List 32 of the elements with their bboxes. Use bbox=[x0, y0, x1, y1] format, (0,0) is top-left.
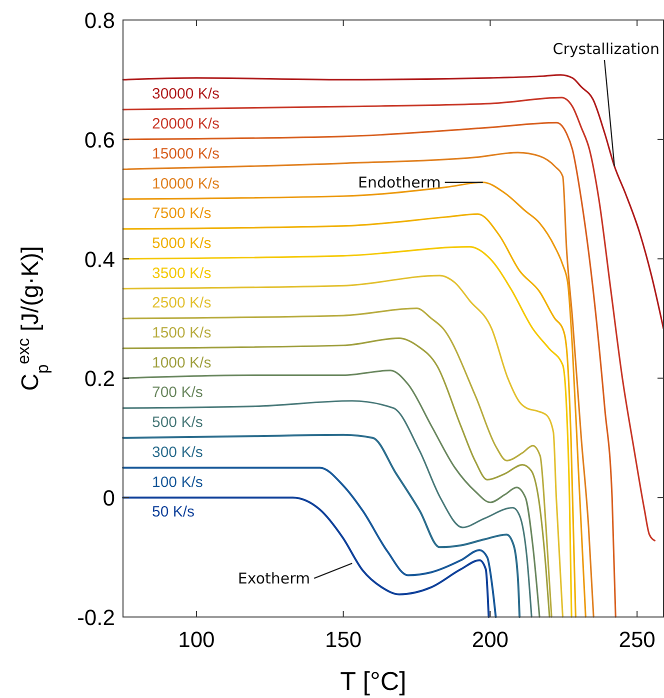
line-series bbox=[122, 466, 497, 618]
annotation: Exotherm bbox=[238, 569, 310, 588]
series-label: 7500 K/s bbox=[152, 205, 212, 222]
series-label: 2500 K/s bbox=[152, 294, 212, 312]
x-tick-label: 150 bbox=[324, 627, 362, 652]
y-tick-label: 0.6 bbox=[84, 127, 115, 152]
series-label: 1000 K/s bbox=[152, 354, 212, 372]
y-tick-label: -0.2 bbox=[77, 605, 115, 630]
x-axis-title: T [°C] bbox=[340, 666, 406, 696]
line-series bbox=[122, 496, 490, 618]
x-tick-label: 100 bbox=[178, 627, 215, 652]
series-label: 500 K/s bbox=[152, 414, 203, 432]
series-label: 100 K/s bbox=[152, 474, 203, 491]
annotation: Endotherm bbox=[358, 173, 441, 192]
series-label: 700 K/s bbox=[152, 384, 203, 402]
x-tick-label: 200 bbox=[472, 627, 509, 652]
series-label: 3500 K/s bbox=[152, 264, 212, 282]
x-tick-label: 250 bbox=[618, 627, 656, 652]
y-tick-label: 0 bbox=[102, 486, 115, 511]
annotation: Crystallization bbox=[552, 40, 660, 58]
series-label: 300 K/s bbox=[152, 444, 203, 461]
y-tick-label: 0.8 bbox=[84, 8, 115, 33]
series-label: 1500 K/s bbox=[152, 324, 212, 342]
series-label: 15000 K/s bbox=[152, 145, 220, 162]
y-tick-label: 0.2 bbox=[84, 366, 115, 392]
series-label: 5000 K/s bbox=[152, 234, 212, 252]
series-label: 20000 K/s bbox=[152, 116, 220, 133]
series-label: 10000 K/s bbox=[152, 175, 220, 192]
series-label: 30000 K/s bbox=[152, 86, 220, 103]
series-label: 50 K/s bbox=[152, 504, 195, 521]
line-series bbox=[122, 434, 521, 618]
y-tick-label: 0.4 bbox=[84, 246, 115, 272]
